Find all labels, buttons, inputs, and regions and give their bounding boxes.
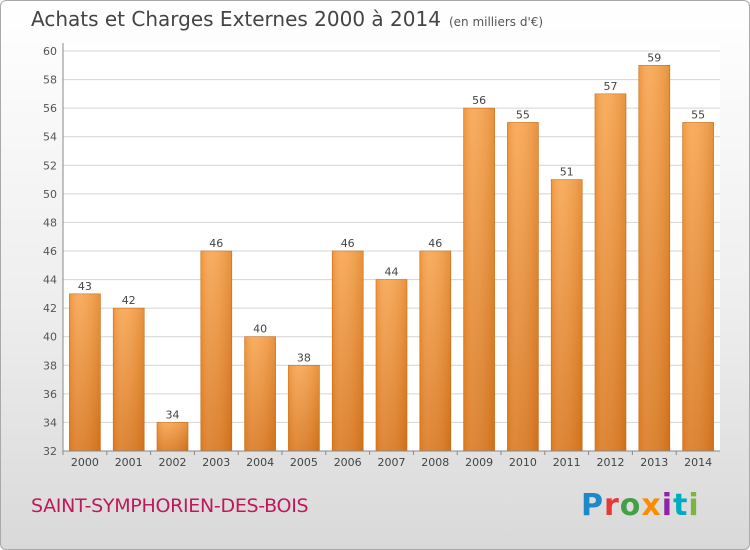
data-label-2002: 34 xyxy=(166,408,180,421)
commune-name: SAINT-SYMPHORIEN-DES-BOIS xyxy=(31,495,309,517)
chart-title-text: Achats et Charges Externes 2000 à 2014 xyxy=(31,7,441,31)
y-tick-label: 40 xyxy=(43,331,57,344)
bar-shade-2006 xyxy=(332,251,364,451)
bar-shade-2011 xyxy=(551,179,583,452)
x-tick-label-2008: 2008 xyxy=(421,456,449,469)
logo-letter: x xyxy=(641,488,662,523)
x-tick-label-2014: 2014 xyxy=(684,456,712,469)
bar-shade-2009 xyxy=(463,108,495,452)
x-tick-label-2013: 2013 xyxy=(640,456,668,469)
data-label-2004: 40 xyxy=(253,323,267,336)
data-label-2003: 46 xyxy=(209,237,223,250)
y-tick-label: 32 xyxy=(43,445,57,458)
data-label-2009: 56 xyxy=(472,94,486,107)
bar-shade-2007 xyxy=(376,279,407,451)
y-tick-label: 58 xyxy=(43,74,57,87)
data-label-2008: 46 xyxy=(428,237,442,250)
bar-shade-2010 xyxy=(507,122,539,451)
proxiti-logo: Proxiti xyxy=(581,488,700,523)
y-tick-label: 42 xyxy=(43,302,57,315)
bar-shade-2012 xyxy=(595,93,626,451)
x-tick-label-2012: 2012 xyxy=(597,456,625,469)
data-label-2013: 59 xyxy=(647,51,661,64)
x-tick-label-2011: 2011 xyxy=(553,456,581,469)
bar-shade-2003 xyxy=(200,251,232,451)
x-tick-label-2007: 2007 xyxy=(378,456,406,469)
data-label-2005: 38 xyxy=(297,351,311,364)
data-label-2007: 44 xyxy=(385,266,399,279)
y-tick-label: 48 xyxy=(43,216,57,229)
bar-shade-2013 xyxy=(638,65,670,452)
data-label-2012: 57 xyxy=(604,80,618,93)
bar-shade-2008 xyxy=(419,251,451,451)
data-label-2011: 51 xyxy=(560,166,574,179)
data-label-2001: 42 xyxy=(122,294,136,307)
x-tick-label-2010: 2010 xyxy=(509,456,537,469)
bar-shade-2005 xyxy=(288,365,320,451)
data-label-2006: 46 xyxy=(341,237,355,250)
x-tick-label-2000: 2000 xyxy=(71,456,99,469)
y-tick-label: 52 xyxy=(43,159,57,172)
logo-letter: t xyxy=(673,488,689,523)
data-label-2010: 55 xyxy=(516,108,530,121)
x-tick-label-2002: 2002 xyxy=(159,456,187,469)
bar-shade-2004 xyxy=(244,336,276,451)
logo-letter: o xyxy=(619,488,642,523)
logo-letter: P xyxy=(581,488,604,523)
x-tick-label-2009: 2009 xyxy=(465,456,493,469)
bar-shade-2002 xyxy=(157,422,188,451)
y-tick-label: 36 xyxy=(43,388,57,401)
y-tick-label: 34 xyxy=(43,416,57,429)
bar-shade-2014 xyxy=(682,122,714,451)
y-tick-label: 38 xyxy=(43,359,57,372)
y-tick-label: 44 xyxy=(43,274,57,287)
x-tick-label-2004: 2004 xyxy=(246,456,274,469)
logo-letter: i xyxy=(688,488,700,523)
y-tick-label: 60 xyxy=(43,45,57,58)
y-tick-label: 46 xyxy=(43,245,57,258)
data-label-2014: 55 xyxy=(691,108,705,121)
x-tick-label-2001: 2001 xyxy=(115,456,143,469)
bar-shade-2000 xyxy=(69,293,101,451)
chart-title: Achats et Charges Externes 2000 à 2014 (e… xyxy=(31,7,543,31)
chart-unit: (en milliers d'€) xyxy=(448,15,544,29)
data-label-2000: 43 xyxy=(78,280,92,293)
x-tick-label-2005: 2005 xyxy=(290,456,318,469)
logo-letter: r xyxy=(604,488,620,523)
x-tick-label-2006: 2006 xyxy=(334,456,362,469)
y-tick-label: 56 xyxy=(43,102,57,115)
y-tick-label: 54 xyxy=(43,131,57,144)
logo-letter: i xyxy=(661,488,674,523)
x-tick-label-2003: 2003 xyxy=(202,456,230,469)
bar-shade-2001 xyxy=(113,308,145,451)
y-tick-label: 50 xyxy=(43,188,57,201)
